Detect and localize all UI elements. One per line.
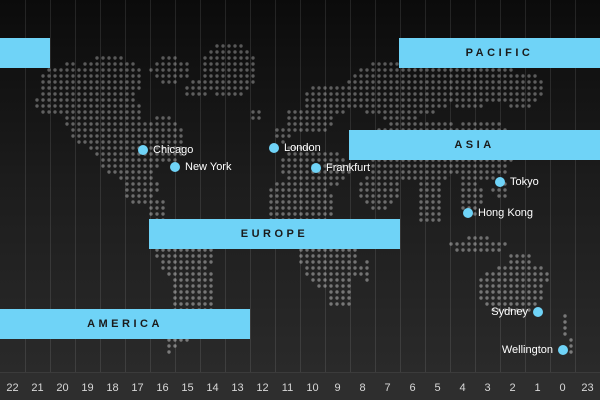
hour-tick-label: 23 bbox=[581, 382, 594, 394]
region-band-america[interactable]: AMERICA bbox=[0, 309, 250, 339]
region-label-pacific: PACIFIC bbox=[465, 47, 534, 59]
city-label-tokyo: Tokyo bbox=[510, 176, 539, 188]
hour-tick-label: 0 bbox=[559, 382, 566, 394]
region-band-edge bbox=[0, 38, 50, 68]
hour-tick-label: 4 bbox=[459, 382, 466, 394]
location-dot-icon bbox=[170, 162, 180, 172]
hour-tick-label: 20 bbox=[56, 382, 69, 394]
hour-tick-label: 1 bbox=[534, 382, 541, 394]
location-dot-icon bbox=[495, 177, 505, 187]
hour-tick-label: 5 bbox=[434, 382, 441, 394]
hour-tick-label: 14 bbox=[206, 382, 219, 394]
hour-tick-label: 11 bbox=[281, 382, 294, 394]
hour-tick-label: 17 bbox=[131, 382, 144, 394]
hour-tick-label: 3 bbox=[484, 382, 491, 394]
city-label-new-york: New York bbox=[185, 161, 232, 173]
hour-tick-label: 22 bbox=[6, 382, 19, 394]
region-band-asia[interactable]: ASIA bbox=[349, 130, 600, 160]
location-dot-icon bbox=[533, 307, 543, 317]
location-dot-icon bbox=[463, 208, 473, 218]
city-label-sydney: Sydney bbox=[491, 306, 528, 318]
city-label-hong-kong: Hong Kong bbox=[478, 207, 534, 219]
region-label-america: AMERICA bbox=[87, 318, 163, 330]
region-label-europe: EUROPE bbox=[240, 228, 309, 240]
hour-tick-label: 7 bbox=[384, 382, 391, 394]
hour-axis: 22 21 20 19 18 17 16 15 14 13 12 11 10 9 8 7 6 5 4 3 2 1 0 23 bbox=[0, 372, 600, 400]
city-label-wellington: Wellington bbox=[501, 344, 553, 356]
hour-tick-label: 18 bbox=[106, 382, 119, 394]
hour-tick-label: 6 bbox=[409, 382, 416, 394]
region-label-asia: ASIA bbox=[454, 139, 495, 151]
hour-tick-label: 21 bbox=[31, 382, 44, 394]
city-label-london: London bbox=[284, 142, 321, 154]
location-dot-icon bbox=[138, 145, 148, 155]
hour-tick-label: 10 bbox=[306, 382, 319, 394]
hour-tick-label: 9 bbox=[334, 382, 341, 394]
location-dot-icon bbox=[311, 163, 321, 173]
region-band-europe[interactable]: EUROPE bbox=[149, 219, 400, 249]
hour-tick-label: 12 bbox=[256, 382, 269, 394]
hour-tick-label: 13 bbox=[231, 382, 244, 394]
location-dot-icon bbox=[269, 143, 279, 153]
hour-tick-label: 2 bbox=[509, 382, 516, 394]
location-dot-icon bbox=[558, 345, 568, 355]
hour-tick-label: 16 bbox=[156, 382, 169, 394]
hour-tick-label: 19 bbox=[81, 382, 94, 394]
hour-tick-label: 15 bbox=[181, 382, 194, 394]
region-band-pacific[interactable]: PACIFIC bbox=[399, 38, 600, 68]
hour-tick-label: 8 bbox=[359, 382, 366, 394]
city-label-frankfurt: Frankfurt bbox=[326, 162, 371, 174]
city-label-chicago: Chicago bbox=[153, 144, 194, 156]
